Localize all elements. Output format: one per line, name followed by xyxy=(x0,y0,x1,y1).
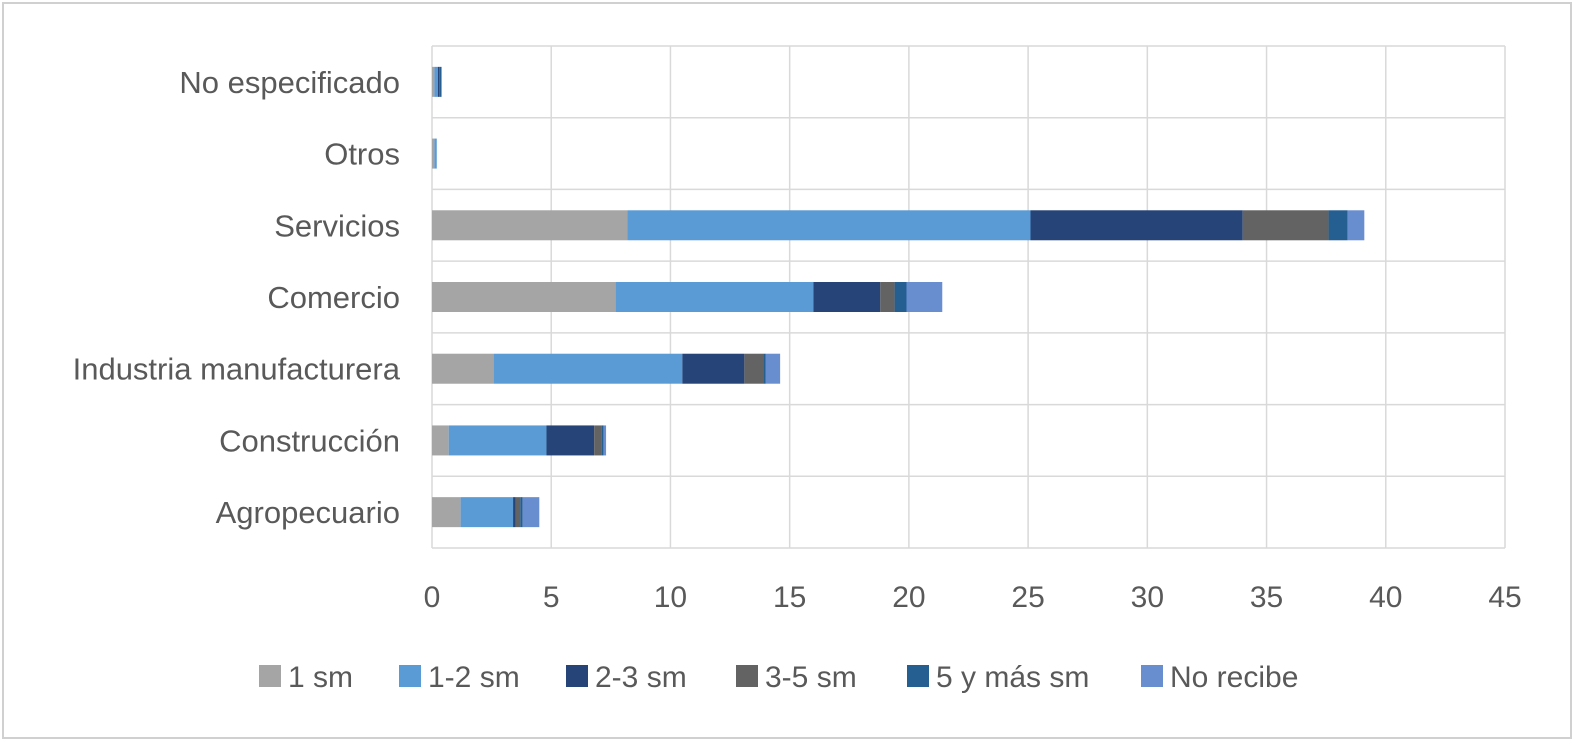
legend-label: No recibe xyxy=(1170,661,1298,694)
x-tick-label: 35 xyxy=(1250,581,1283,614)
x-tick-label: 40 xyxy=(1369,581,1402,614)
x-tick-label: 15 xyxy=(773,581,806,614)
bar-segment xyxy=(1242,210,1329,241)
bar-segment xyxy=(894,282,907,312)
legend-swatch xyxy=(907,665,929,687)
legend-swatch xyxy=(566,665,588,687)
category-label: Agropecuario xyxy=(216,495,400,530)
bar-segment xyxy=(594,425,602,456)
gridlines xyxy=(431,45,1506,549)
bar-segment xyxy=(1347,210,1365,241)
bar-segment xyxy=(627,210,1031,241)
bar-segment xyxy=(439,66,442,97)
x-tick-label: 30 xyxy=(1131,581,1164,614)
bar-segment xyxy=(432,497,461,528)
bar-segment xyxy=(813,282,881,312)
legend-swatch xyxy=(736,665,758,687)
bar-segment xyxy=(1328,210,1348,241)
bar-segment xyxy=(520,497,523,528)
bar-segment xyxy=(513,497,516,528)
category-label: No especificado xyxy=(179,65,400,100)
legend-swatch xyxy=(1141,665,1163,687)
bars xyxy=(432,66,1365,528)
bar-segment xyxy=(437,66,440,97)
bar-segment xyxy=(546,425,595,456)
legend-label: 5 y más sm xyxy=(936,661,1089,694)
bar-segment xyxy=(434,138,437,169)
legend-swatch xyxy=(399,665,421,687)
x-tick-label: 25 xyxy=(1011,581,1044,614)
category-label: Construcción xyxy=(219,423,400,458)
bar-segment xyxy=(432,66,435,97)
bar-segment xyxy=(515,497,521,528)
x-tick-labels: 0 5 10 15 20 25 30 35 40 45 xyxy=(424,581,1522,614)
legend: 1 sm 1-2 sm 2-3 sm 3-5 sm 5 y más sm No recib… xyxy=(259,661,1298,694)
bar-segment xyxy=(460,497,514,528)
bar-segment xyxy=(763,353,766,384)
category-label: Comercio xyxy=(267,280,400,315)
category-label: Otros xyxy=(324,137,400,172)
bar-segment xyxy=(432,282,616,312)
bar-segment xyxy=(603,425,607,456)
bar-segment xyxy=(432,425,449,456)
bar-segment xyxy=(432,353,494,384)
bar-segment xyxy=(765,353,781,384)
bar-segment xyxy=(880,282,895,312)
bar-segment xyxy=(601,425,604,456)
bar-segment xyxy=(615,282,814,312)
category-labels: Agropecuario Construcción Industria manufa… xyxy=(73,65,401,530)
bar-segment xyxy=(682,353,745,384)
bar-segment xyxy=(906,282,943,312)
bar-segment xyxy=(432,138,435,169)
bar-segment xyxy=(1030,210,1243,241)
legend-label: 2-3 sm xyxy=(595,661,687,694)
legend-label: 3-5 sm xyxy=(765,661,857,694)
category-label: Servicios xyxy=(274,208,400,243)
x-tick-label: 10 xyxy=(654,581,687,614)
bar-segment xyxy=(522,497,540,528)
bar-segment xyxy=(434,66,438,97)
bar-segment xyxy=(493,353,683,384)
legend-swatch xyxy=(259,665,281,687)
bar-segment xyxy=(744,353,764,384)
x-tick-label: 0 xyxy=(424,581,441,614)
bar-segment xyxy=(448,425,547,456)
legend-label: 1 sm xyxy=(288,661,353,694)
x-tick-label: 5 xyxy=(543,581,560,614)
category-label: Industria manufacturera xyxy=(73,352,401,387)
bar-segment xyxy=(432,210,628,241)
x-tick-label: 45 xyxy=(1488,581,1521,614)
legend-label: 1-2 sm xyxy=(428,661,520,694)
x-tick-label: 20 xyxy=(892,581,925,614)
